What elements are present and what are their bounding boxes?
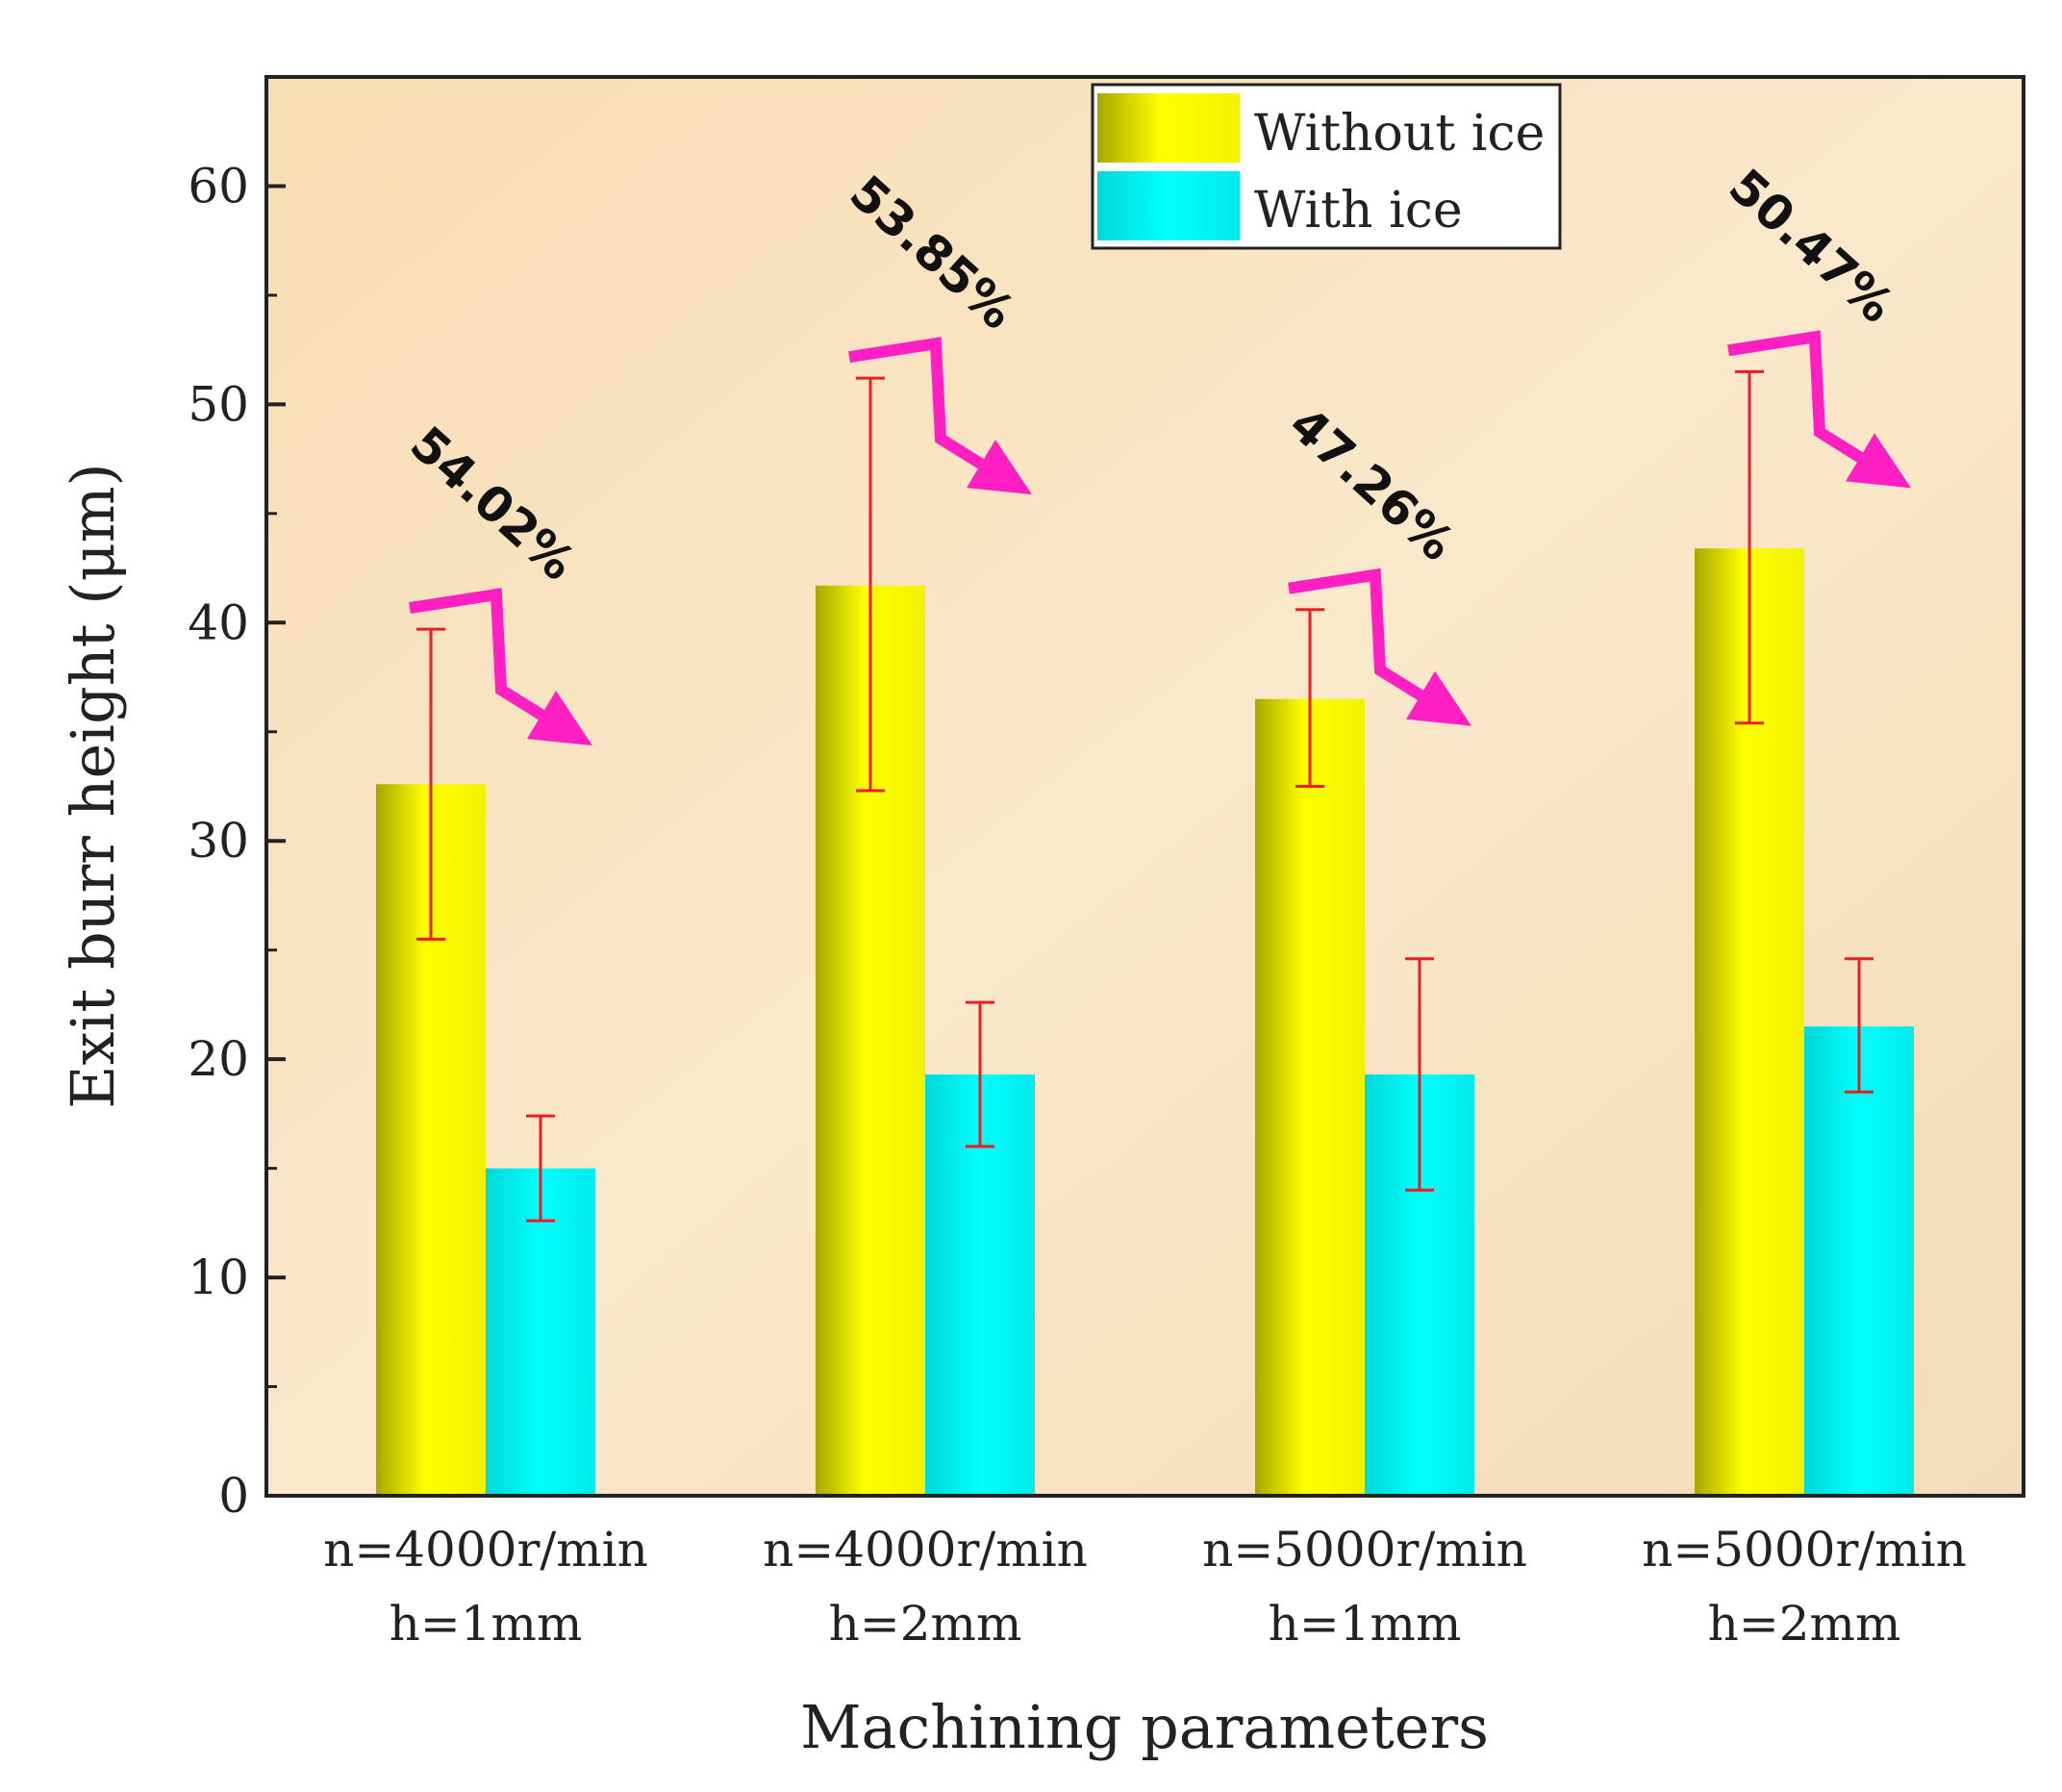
bar-with-ice [486, 1168, 595, 1496]
legend: Without ice With ice [1091, 83, 1562, 250]
y-tick-label: 50 [188, 376, 249, 432]
plot-frame [264, 75, 2025, 1498]
legend-swatch-with-ice [1097, 171, 1240, 240]
y-tick-label: 30 [188, 813, 249, 869]
bar-without-ice [1255, 698, 1365, 1496]
x-tick-label-line1: n=5000r/min [1642, 1522, 1967, 1577]
bar-with-ice [1804, 1026, 1914, 1496]
legend-label-with-ice: With ice [1254, 182, 1463, 240]
reduction-arrow-head [967, 440, 1032, 495]
y-tick-label: 60 [188, 158, 249, 214]
x-tick-label-line2: h=2mm [1708, 1596, 1901, 1652]
y-tick-label: 0 [218, 1468, 249, 1524]
x-axis-tick-labels: n=4000r/min h=1mm n=4000r/min h=2mm n=5000r/… [323, 1522, 1967, 1652]
y-axis-ticks: 0 10 20 30 40 50 60 [188, 158, 286, 1524]
reduction-arrow-line [1727, 330, 1867, 465]
x-tick-label-line1: n=4000r/min [763, 1522, 1088, 1577]
reduction-arrow-line [1288, 568, 1427, 702]
x-tick-label-line2: h=1mm [390, 1596, 583, 1652]
x-tick-label-line2: h=2mm [829, 1596, 1022, 1652]
x-tick-label-line1: n=4000r/min [323, 1522, 648, 1577]
error-bars [416, 369, 1873, 1223]
reduction-arrow-head [1406, 670, 1471, 726]
y-tick-label: 10 [188, 1249, 249, 1305]
reduction-arrow-line [848, 337, 988, 471]
reduction-arrow-head [527, 691, 592, 746]
y-axis-title: Exit burr height (μm) [58, 463, 128, 1108]
reduction-arrow-line [409, 588, 548, 722]
legend-swatch-without-ice [1097, 93, 1240, 163]
x-tick-label-line1: n=5000r/min [1202, 1522, 1527, 1577]
y-tick-label: 20 [188, 1031, 249, 1087]
reduction-arrow-head [1846, 433, 1911, 489]
x-axis-title: Machining parameters [800, 1692, 1489, 1762]
y-tick-label: 40 [188, 594, 249, 650]
legend-label-without-ice: Without ice [1254, 105, 1545, 163]
x-tick-label-line2: h=1mm [1269, 1596, 1462, 1652]
